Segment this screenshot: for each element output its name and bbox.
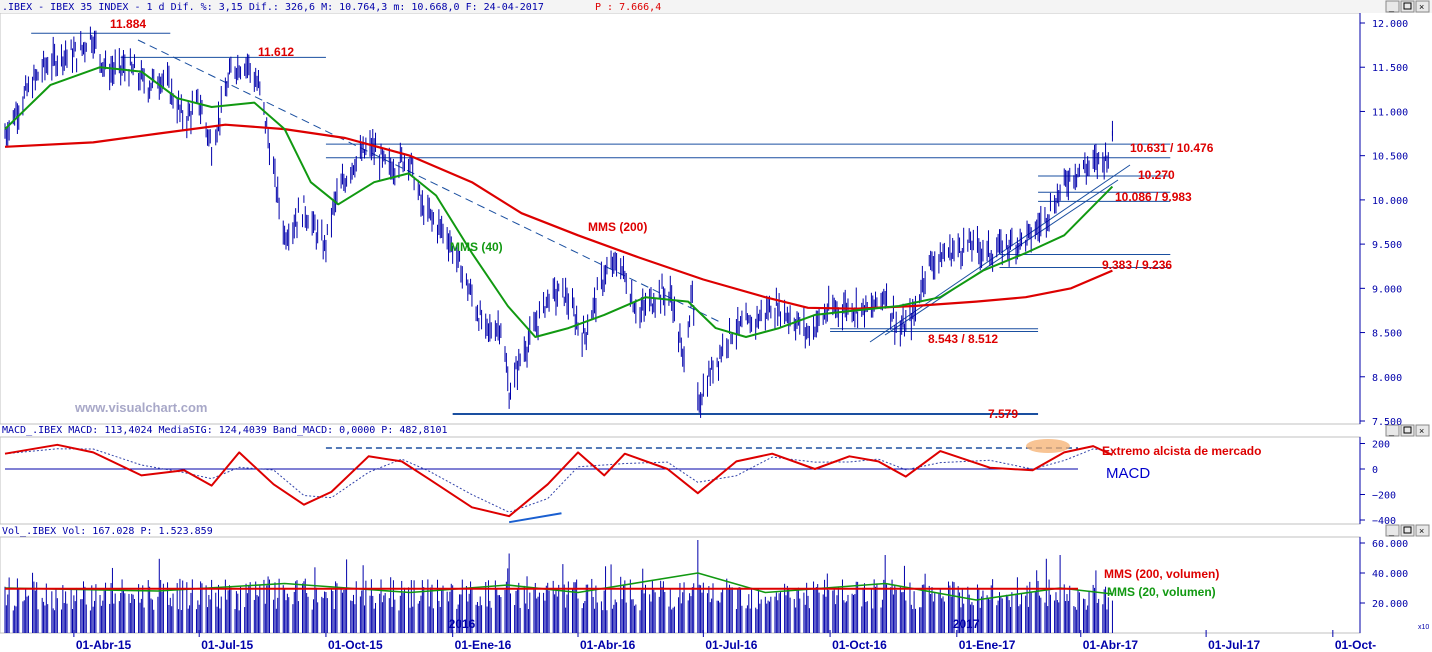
y-tick-label: 7.500 — [1372, 417, 1402, 428]
minimize-icon: _ — [1388, 2, 1395, 12]
mm40-line — [4, 66, 1114, 338]
x-tick-label: 01-Ene-16 — [455, 638, 512, 652]
macd-panel-frame — [0, 436, 1361, 525]
y-tick-label: 10.500 — [1372, 152, 1408, 163]
y-tick-label: 9.500 — [1372, 240, 1402, 251]
volume-unit: x10 — [1418, 624, 1429, 631]
y-tick-label: 11.500 — [1372, 63, 1408, 74]
vol-legend-mm20: MMS (20, volumen) — [1107, 585, 1216, 599]
x-tick-label: 01-Jul-16 — [705, 638, 757, 652]
y-tick-label: 9.000 — [1372, 284, 1402, 295]
close-icon: × — [1419, 426, 1424, 436]
maximize-button[interactable] — [1400, 424, 1415, 437]
price-level-label: MMS (40) — [450, 240, 503, 254]
price-level-label: 10.270 — [1138, 168, 1175, 182]
minimize-button[interactable] — [1385, 524, 1400, 537]
support-resistance-lines — [31, 32, 1171, 416]
y-tick-label: 12.000 — [1372, 19, 1408, 30]
minimize-button[interactable] — [1385, 0, 1400, 13]
y-tick-label: 0 — [1372, 465, 1378, 476]
price-level-label: 7.579 — [988, 407, 1018, 421]
price-moving-averages — [4, 66, 1114, 338]
year-mark: 2017 — [953, 617, 980, 631]
x-tick-label: 01-Oct-16 — [832, 638, 887, 652]
price-level-label: 11.612 — [258, 45, 294, 59]
price-level-label: 8.543 / 8.512 — [928, 332, 998, 346]
bullish-channel-upper — [884, 179, 1119, 336]
x-tick-label: 01-Oct- — [1335, 638, 1376, 652]
macd-title: MACD — [1106, 465, 1150, 482]
volume-bars — [4, 540, 1113, 633]
x-tick-label: 01-Abr-16 — [580, 638, 636, 652]
maximize-icon — [1403, 2, 1412, 10]
year-mark: 2016 — [449, 617, 476, 631]
y-tick-label: 60.000 — [1372, 539, 1408, 550]
bullish-channel-lower — [869, 164, 1131, 343]
price-header-bar — [0, 0, 1432, 13]
macd-line — [4, 443, 1113, 518]
x-tick-label: 01-Abr-17 — [1083, 638, 1139, 652]
y-tick-label: 10.000 — [1372, 196, 1408, 207]
price-header-text: .IBEX - IBEX 35 INDEX - 1 d Dif. %: 3,15… — [2, 2, 544, 13]
macd-divergence-line — [508, 512, 562, 524]
price-header-extra: P : 7.666,4 — [595, 2, 661, 13]
y-tick-label: 8.500 — [1372, 329, 1402, 340]
price-level-label: 10.631 / 10.476 — [1130, 141, 1214, 155]
price-annotation-labels: 11.884 11.612 10.631 / 10.476 10.270 10.086 … — [110, 17, 1214, 421]
maximize-button[interactable] — [1400, 0, 1415, 13]
y-tick-label: 200 — [1372, 440, 1390, 451]
maximize-icon — [1403, 426, 1412, 434]
minimize-icon: _ — [1388, 426, 1395, 436]
vol-mm20-line — [4, 572, 1113, 601]
price-window-buttons: _ × — [1385, 0, 1430, 13]
price-level-label: 10.086 / 9.983 — [1115, 190, 1192, 204]
x-tick-label: 01-Jul-15 — [201, 638, 253, 652]
y-tick-label: 11.000 — [1372, 107, 1408, 118]
macd-window-buttons: _ × — [1385, 424, 1430, 437]
price-level-label: MMS (200) — [588, 220, 647, 234]
y-tick-label: 20.000 — [1372, 599, 1408, 610]
price-bars — [4, 26, 1113, 418]
volume-header-text: Vol_.IBEX Vol: 167.028 P: 1.523.859 — [2, 526, 213, 537]
maximize-icon — [1403, 526, 1412, 534]
volume-window-buttons: _ × — [1385, 524, 1430, 537]
x-tick-label: 01-Ene-17 — [959, 638, 1016, 652]
y-tick-label: 8.000 — [1372, 373, 1402, 384]
close-icon: × — [1419, 526, 1424, 536]
minimize-button[interactable] — [1385, 424, 1400, 437]
x-tick-label: 01-Abr-15 — [76, 638, 132, 652]
close-button[interactable] — [1415, 424, 1430, 437]
close-icon: × — [1419, 2, 1424, 12]
macd-annotation-extremo: Extremo alcista de mercado — [1102, 444, 1261, 458]
y-tick-label: 40.000 — [1372, 569, 1408, 580]
macd-header-text: MACD_.IBEX MACD: 113,4024 MediaSIG: 124,… — [2, 425, 448, 436]
watermark: www.visualchart.com — [74, 400, 207, 415]
x-tick-label: 01-Oct-15 — [328, 638, 383, 652]
mm200-line — [4, 123, 1113, 310]
close-button[interactable] — [1415, 0, 1430, 13]
price-panel-frame — [0, 12, 1361, 425]
vol-legend-mm200: MMS (200, volumen) — [1104, 567, 1219, 581]
y-tick-label: −400 — [1372, 516, 1396, 527]
macd-lines — [4, 443, 1113, 524]
x-axis-ticks: 01-Abr-15 01-Jul-15 01-Oct-15 01-Ene-16 01-A… — [73, 617, 1376, 652]
close-button[interactable] — [1415, 524, 1430, 537]
price-level-label: 9.383 / 9.236 — [1102, 258, 1172, 272]
macd-extreme-highlight — [1026, 439, 1070, 453]
y-axis-ticks: 12.000 11.500 11.000 10.500 10.000 9.500 9.000… — [1360, 19, 1408, 610]
minimize-icon: _ — [1388, 526, 1395, 536]
price-level-label: 11.884 — [110, 17, 146, 31]
x-tick-label: 01-Jul-17 — [1208, 638, 1260, 652]
y-tick-label: −200 — [1372, 491, 1396, 502]
maximize-button[interactable] — [1400, 524, 1415, 537]
